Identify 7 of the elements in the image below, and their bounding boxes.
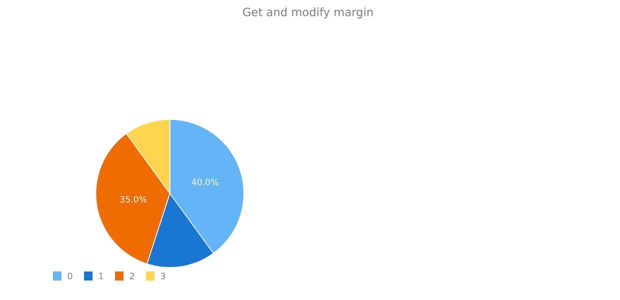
data-label: 35.0% [120,196,147,203]
legend-label: 3 [160,272,166,280]
legend-label: 0 [68,272,72,280]
legend-label: 1 [99,272,103,280]
legend-label: 2 [130,272,134,280]
text: Get and modify margin [243,8,373,18]
data-label: 40.0% [192,178,218,186]
